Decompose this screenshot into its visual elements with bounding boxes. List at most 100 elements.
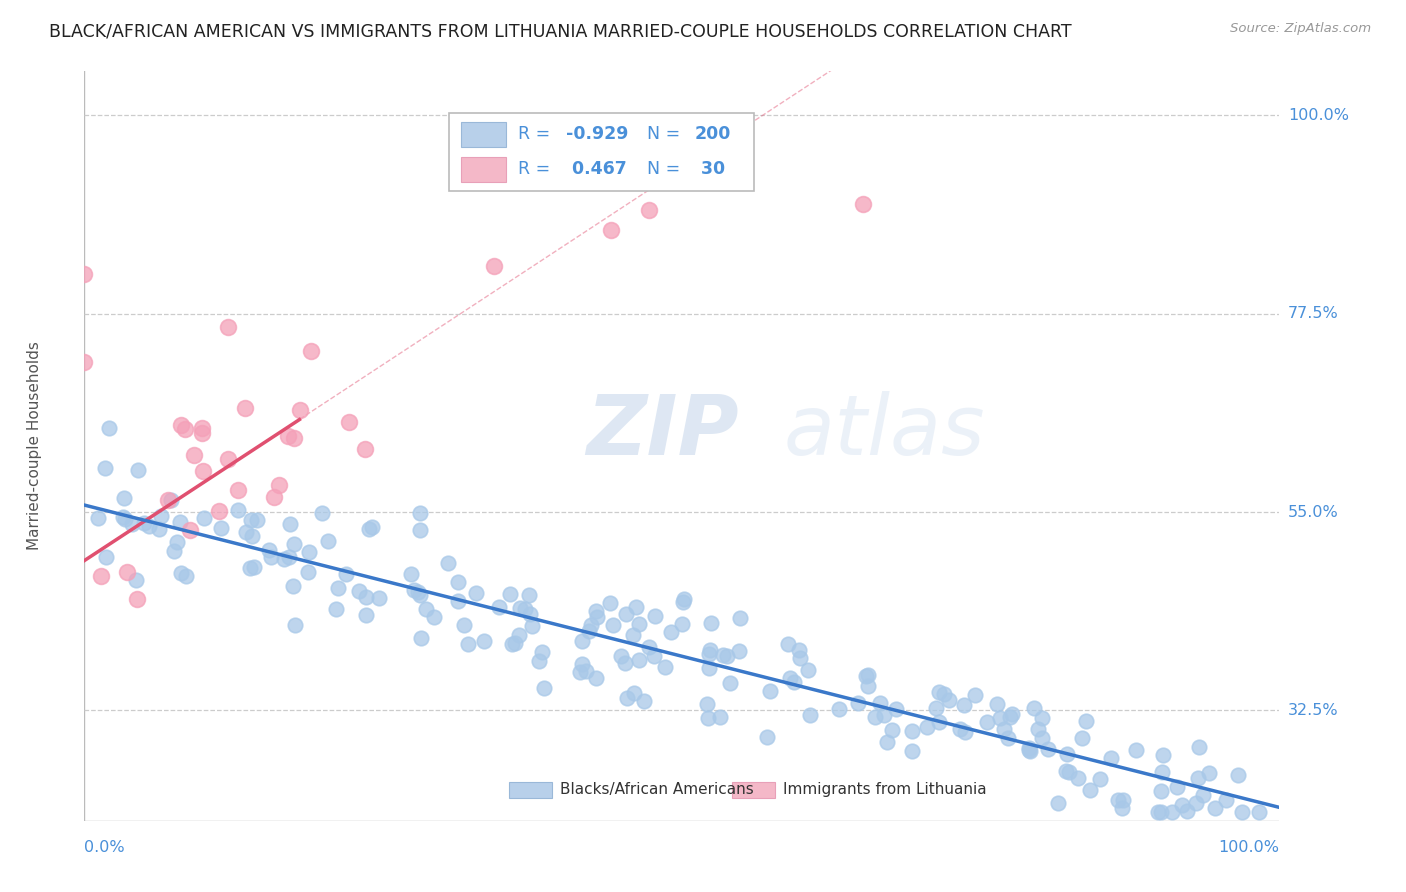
Point xyxy=(409,631,432,645)
Point xyxy=(720,676,742,690)
Point xyxy=(571,634,593,648)
Text: 100.0%: 100.0% xyxy=(1288,108,1348,123)
Point xyxy=(624,600,647,615)
Point xyxy=(531,645,554,659)
Point xyxy=(1150,805,1173,819)
Point xyxy=(1152,748,1174,763)
Point xyxy=(283,579,305,593)
Point xyxy=(347,584,370,599)
Point xyxy=(938,693,960,707)
Point xyxy=(87,510,110,524)
Point xyxy=(1170,797,1192,812)
Point xyxy=(90,569,112,583)
Point xyxy=(114,512,136,526)
Point xyxy=(953,698,976,712)
Text: Blacks/African Americans: Blacks/African Americans xyxy=(560,782,754,797)
Point xyxy=(174,569,197,583)
Point xyxy=(1215,793,1237,807)
Point xyxy=(614,607,637,622)
Point xyxy=(858,679,880,693)
Point xyxy=(125,573,148,587)
Point xyxy=(776,637,799,651)
Point xyxy=(337,415,360,429)
Point xyxy=(148,523,170,537)
Point xyxy=(638,203,661,218)
Point xyxy=(357,522,380,536)
Point xyxy=(1192,788,1215,802)
Point xyxy=(1031,710,1053,724)
Point xyxy=(727,644,749,658)
Point xyxy=(508,628,530,642)
Point xyxy=(503,636,526,650)
Point xyxy=(1057,764,1080,779)
Point xyxy=(233,401,256,416)
Point xyxy=(1230,805,1253,819)
Point xyxy=(586,609,609,624)
Point xyxy=(368,591,391,605)
Point xyxy=(159,492,181,507)
Point xyxy=(406,585,429,599)
Point xyxy=(288,403,311,417)
Point xyxy=(616,690,638,705)
Point xyxy=(1150,764,1173,779)
Point xyxy=(716,648,738,663)
Point xyxy=(571,657,593,672)
Point xyxy=(671,616,693,631)
Point xyxy=(138,519,160,533)
Point xyxy=(283,537,305,551)
Point xyxy=(97,421,120,435)
Text: 77.5%: 77.5% xyxy=(1288,306,1339,321)
Text: ZIP: ZIP xyxy=(586,391,740,472)
Point xyxy=(447,575,470,590)
Point xyxy=(93,460,115,475)
Point xyxy=(644,609,666,624)
Point xyxy=(273,552,295,566)
Point xyxy=(709,710,731,724)
Point xyxy=(257,543,280,558)
Point xyxy=(404,583,426,598)
Point xyxy=(298,545,321,559)
Point xyxy=(638,640,661,655)
Point xyxy=(799,708,821,723)
Point xyxy=(880,723,903,737)
Point xyxy=(193,511,215,525)
Text: 0.467: 0.467 xyxy=(567,160,627,178)
Point xyxy=(533,681,555,695)
Text: 0.0%: 0.0% xyxy=(84,840,125,855)
Point xyxy=(1070,731,1092,745)
Point xyxy=(73,267,96,281)
Point xyxy=(354,591,377,605)
Point xyxy=(585,604,607,618)
Point xyxy=(789,651,811,665)
Point xyxy=(1056,747,1078,761)
Point xyxy=(797,663,820,677)
Point xyxy=(1022,700,1045,714)
Point xyxy=(529,654,551,668)
Point xyxy=(993,723,1015,737)
Point xyxy=(169,417,191,432)
Point xyxy=(166,535,188,549)
Point xyxy=(127,463,149,477)
Point xyxy=(672,595,695,609)
Point xyxy=(1247,805,1270,819)
Point xyxy=(399,566,422,581)
Text: -0.929: -0.929 xyxy=(567,125,628,144)
Point xyxy=(112,510,135,524)
Point xyxy=(240,513,263,527)
Point xyxy=(354,607,377,622)
Point xyxy=(884,702,907,716)
Point xyxy=(787,642,810,657)
Point xyxy=(623,686,645,700)
Point xyxy=(243,560,266,574)
Point xyxy=(360,520,382,534)
Point xyxy=(173,422,195,436)
Point xyxy=(316,533,339,548)
Text: atlas: atlas xyxy=(783,391,986,472)
Point xyxy=(659,625,682,640)
Point xyxy=(627,617,650,632)
Point xyxy=(569,665,592,680)
Point xyxy=(127,591,149,606)
Point xyxy=(783,675,806,690)
Point xyxy=(73,355,96,369)
Point xyxy=(1166,780,1188,795)
